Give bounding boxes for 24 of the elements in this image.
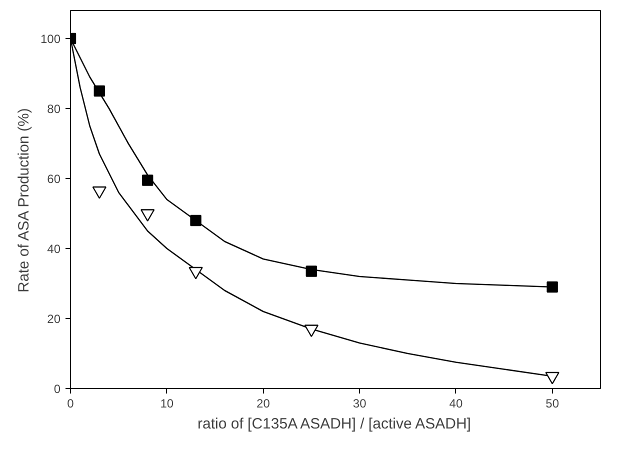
point (94, 85, 106, 97)
point (188, 266, 203, 280)
point (304, 324, 319, 338)
y-tick-label: 0 (54, 382, 61, 396)
point (545, 372, 560, 384)
point (546, 281, 558, 293)
point (306, 266, 318, 277)
x-tick-label: 0 (67, 396, 74, 410)
y-axis-title: Rate of ASA Production (%) (15, 108, 32, 292)
point (140, 209, 155, 222)
y-tick-label: 60 (47, 172, 61, 186)
point (190, 214, 202, 226)
x-axis-title: ratio of [C135A ASADH] / [active ASADH] (198, 416, 471, 432)
x-tick-label: 10 (160, 396, 174, 410)
y-tick-label: 40 (47, 242, 61, 256)
y-tick-label: 20 (47, 312, 61, 326)
point (92, 186, 107, 199)
y-tick-label: 100 (40, 32, 61, 46)
point (142, 174, 154, 186)
y-tick-label: 80 (47, 102, 61, 116)
x-tick-label: 30 (352, 396, 367, 410)
x-tick-label: 20 (256, 396, 270, 410)
x-tick-label: 40 (449, 396, 463, 410)
x-tick-label: 50 (546, 396, 560, 410)
